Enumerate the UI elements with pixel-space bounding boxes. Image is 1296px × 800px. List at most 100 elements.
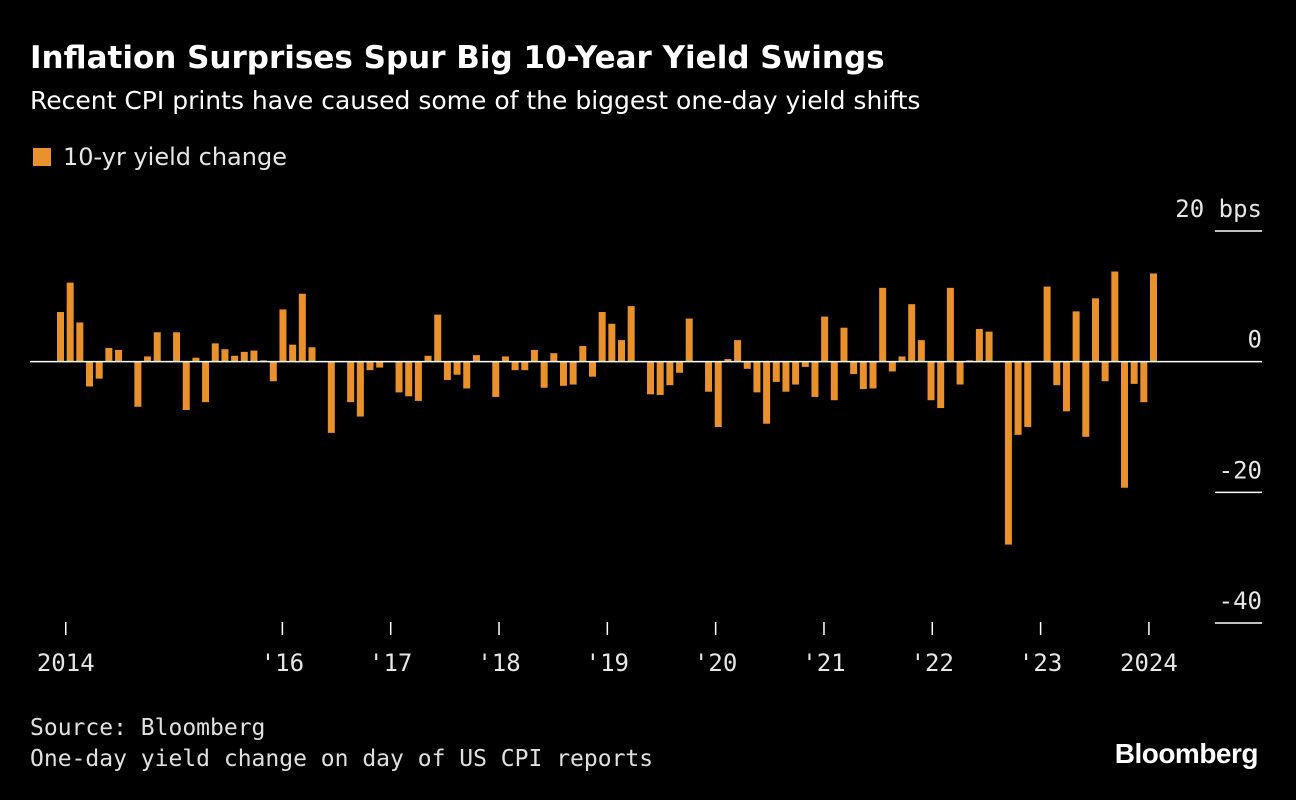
bar (898, 356, 906, 362)
bar (540, 361, 548, 388)
bar (956, 361, 964, 385)
bar (231, 355, 239, 362)
bar (1053, 361, 1061, 386)
bar (308, 347, 316, 362)
bar (676, 361, 684, 373)
bar (985, 331, 993, 362)
x-tick-label: '22 (911, 649, 954, 677)
bar (879, 287, 887, 362)
bar (724, 359, 732, 362)
bar (298, 293, 306, 362)
bar (821, 316, 829, 362)
bar (424, 355, 432, 362)
bar (221, 349, 229, 362)
x-tick-label: '16 (261, 649, 304, 677)
bar (1014, 361, 1022, 435)
bar (144, 356, 152, 362)
bar (792, 361, 800, 385)
bar (850, 361, 858, 375)
bar (289, 344, 297, 362)
x-tick-label: 2014 (37, 649, 95, 677)
bar (801, 361, 809, 367)
bar (443, 361, 451, 380)
bar (463, 361, 471, 389)
bar (115, 349, 123, 362)
bar (182, 361, 190, 411)
bar (1043, 286, 1051, 362)
bar (269, 361, 277, 382)
bar (1111, 271, 1119, 362)
bar (453, 361, 461, 375)
bar (86, 361, 94, 387)
bar (1072, 311, 1080, 362)
bar (434, 314, 442, 362)
bar (840, 327, 848, 362)
bar (714, 361, 722, 427)
bar (1091, 298, 1099, 362)
bar (1004, 361, 1012, 545)
bar (530, 349, 538, 362)
bar (1150, 273, 1157, 362)
bar (202, 361, 210, 403)
x-tick-label: 2024 (1120, 649, 1178, 677)
bar (975, 329, 983, 362)
bar (1140, 361, 1148, 403)
bar (569, 361, 577, 385)
source-note: Source: Bloomberg (30, 715, 266, 741)
bar (917, 340, 925, 362)
y-tick-label: -20 (1219, 456, 1262, 484)
x-tick-label: '17 (369, 649, 412, 677)
bloomberg-logo: Bloomberg (1114, 738, 1259, 769)
bar (1130, 361, 1138, 384)
bar (811, 361, 819, 397)
bar (405, 361, 413, 397)
bar (685, 318, 693, 362)
bar (356, 361, 364, 417)
bar (66, 282, 74, 362)
x-tick-label: '20 (694, 649, 737, 677)
bar (347, 361, 355, 403)
bar (192, 357, 200, 362)
y-tick-label: 0 (1248, 326, 1262, 354)
bar (666, 361, 674, 386)
bar (501, 356, 509, 362)
bar (76, 322, 84, 362)
legend: 10-yr yield change (33, 143, 287, 171)
bar (559, 361, 567, 386)
bar (1082, 361, 1090, 437)
chart-title: Inflation Surprises Spur Big 10-Year Yie… (30, 40, 885, 76)
legend-label: 10-yr yield change (63, 143, 287, 171)
bar (250, 350, 258, 362)
bar (618, 340, 626, 362)
bar (492, 361, 500, 397)
bar (57, 312, 64, 362)
bar (550, 353, 558, 362)
y-tick-label: 20 bps (1175, 195, 1262, 223)
bar (105, 347, 113, 362)
bar (173, 332, 181, 362)
bar (608, 323, 616, 362)
bar (211, 343, 219, 362)
bar (772, 361, 780, 382)
bar (279, 309, 287, 362)
bar (376, 361, 384, 368)
bar (472, 355, 480, 362)
bar (579, 345, 587, 362)
bar (908, 304, 916, 362)
bar (937, 361, 945, 409)
bar (647, 361, 655, 395)
bar (153, 332, 161, 362)
bar (705, 361, 713, 392)
bar (521, 361, 529, 371)
chart-subtitle: Recent CPI prints have caused some of th… (30, 86, 921, 115)
x-tick-label: '18 (477, 649, 520, 677)
legend-swatch (33, 148, 51, 166)
bar (598, 312, 606, 362)
bar (414, 361, 422, 401)
bar (1101, 361, 1109, 382)
bar (1062, 361, 1070, 412)
bar (946, 287, 954, 362)
bar (395, 361, 403, 393)
bar (734, 340, 742, 362)
